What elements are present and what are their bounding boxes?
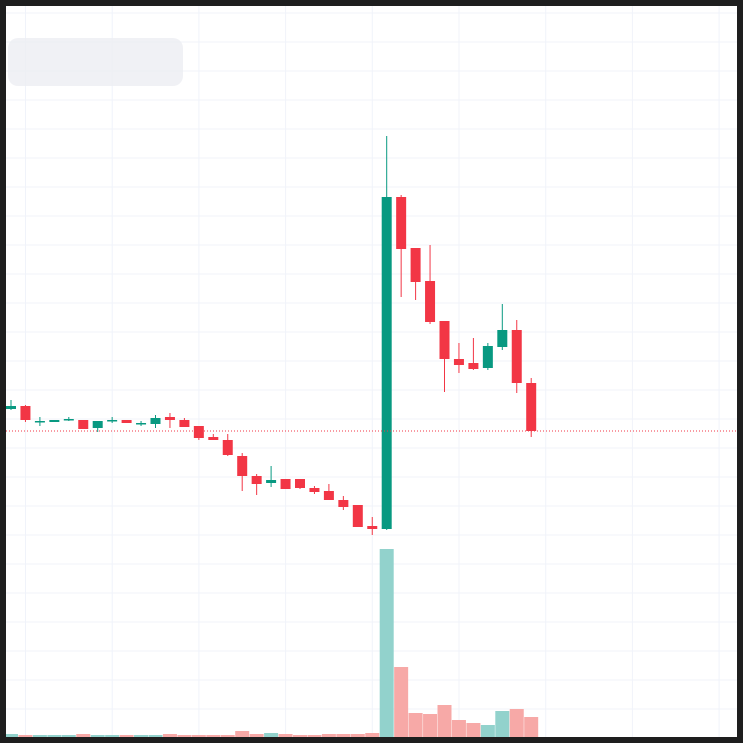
volume-bar — [379, 549, 394, 737]
volume-bar — [466, 723, 481, 737]
volume-bar — [321, 734, 336, 737]
volume-bar — [480, 725, 495, 737]
volume-bar — [206, 735, 221, 737]
volume-bar — [350, 734, 365, 737]
candle-body — [49, 420, 60, 422]
volume-bar — [61, 735, 76, 737]
volume-bar — [220, 735, 235, 737]
candle-body — [121, 420, 132, 423]
candle-body — [6, 406, 16, 409]
volume-bar — [394, 667, 409, 737]
candle-body — [78, 420, 89, 429]
volume-bar — [235, 731, 250, 737]
volume-bar — [47, 735, 62, 737]
candle-body — [482, 346, 493, 368]
volume-bar — [365, 733, 380, 737]
candle-body — [164, 417, 175, 420]
volume-bar — [32, 735, 47, 737]
volume-bar — [451, 720, 466, 737]
volume-bar — [423, 714, 438, 737]
candle-body — [381, 197, 392, 529]
candle-body — [179, 420, 190, 427]
candle-body — [251, 476, 262, 484]
volume-bar — [134, 735, 149, 737]
candle-body — [453, 359, 464, 365]
candle-body — [425, 281, 436, 322]
candle-body — [410, 248, 421, 282]
grid — [6, 6, 737, 737]
candle-body — [439, 321, 450, 359]
blurred-legend — [8, 38, 183, 86]
volume-bar — [148, 735, 163, 737]
volume-bar — [264, 733, 279, 737]
volume-bar — [307, 735, 322, 737]
volume-bar — [336, 734, 351, 737]
volume-bar — [408, 713, 423, 737]
volume-bar — [524, 717, 539, 737]
candle-body — [63, 419, 74, 421]
candle-body — [107, 420, 118, 422]
volume-bar — [509, 709, 524, 737]
volume-bar — [293, 735, 307, 737]
candle-body — [20, 406, 31, 420]
volume-bar — [119, 735, 134, 737]
candle-body — [295, 479, 305, 488]
volume-bar — [6, 734, 18, 737]
volume-bar — [76, 734, 91, 737]
candle-body — [338, 500, 349, 507]
candle-body — [193, 426, 204, 438]
volume-bar — [495, 711, 510, 737]
candle-body — [208, 437, 219, 440]
candle-body — [497, 330, 508, 347]
volume-bar — [437, 705, 452, 737]
volume-bar — [249, 734, 264, 737]
candle-body — [468, 363, 479, 369]
candle-body — [92, 421, 103, 428]
volume-bar — [177, 735, 192, 737]
volume-bar — [162, 734, 177, 737]
candle-body — [511, 330, 522, 383]
candle-body — [352, 505, 363, 527]
candle-body — [222, 440, 233, 455]
candle-body — [309, 488, 320, 492]
candle-body — [367, 526, 378, 529]
candle-body — [396, 197, 407, 249]
candle-body — [323, 491, 334, 500]
candle-body — [526, 383, 537, 431]
volume-bar — [90, 735, 105, 737]
candle-body — [136, 423, 147, 425]
volume-bar — [278, 734, 293, 737]
volume-bar — [191, 735, 206, 737]
volume-bar — [18, 735, 33, 737]
volume-bar — [105, 735, 120, 737]
candle-body — [237, 456, 248, 476]
candle-body — [34, 421, 45, 423]
candle-body — [280, 479, 291, 489]
chart — [6, 6, 737, 737]
candle-body — [150, 418, 161, 424]
candle-body — [266, 480, 277, 483]
